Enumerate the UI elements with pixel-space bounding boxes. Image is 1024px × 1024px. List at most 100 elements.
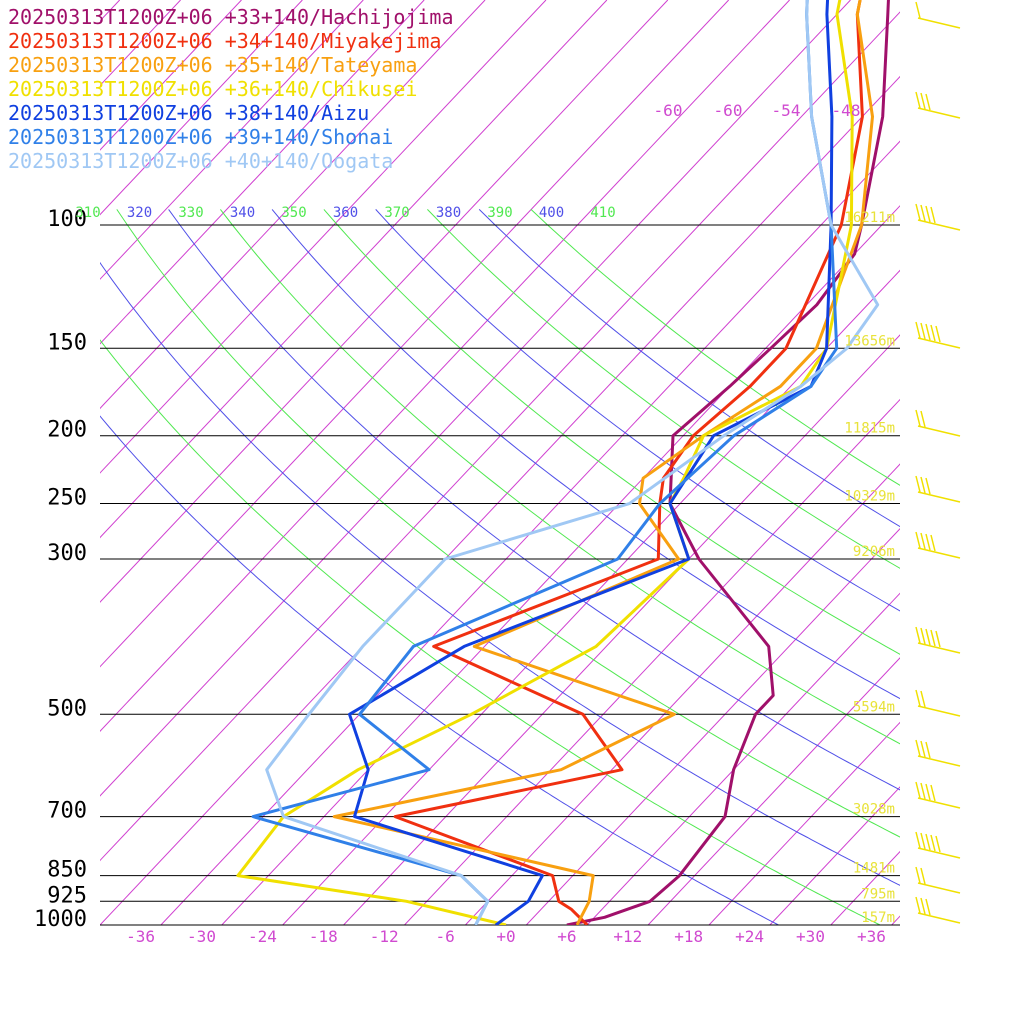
theta-label: 400 xyxy=(539,205,564,221)
wind-barb xyxy=(915,626,961,654)
isotherm-lines xyxy=(100,0,1024,925)
pressure-label: 500 xyxy=(47,696,87,721)
pressure-label: 150 xyxy=(47,330,87,355)
pressure-label: 200 xyxy=(47,418,87,443)
height-label: 795m xyxy=(861,886,895,902)
theta-curve xyxy=(100,339,882,925)
pressure-label: 100 xyxy=(47,207,87,232)
isotherm-line xyxy=(343,334,900,925)
isotherm-line xyxy=(100,0,851,797)
theta-label: 340 xyxy=(230,205,255,221)
wind-barb xyxy=(915,831,961,859)
wind-barb xyxy=(915,689,961,717)
isotherm-line xyxy=(100,75,900,925)
potential-temperature-curves xyxy=(100,209,900,925)
isotherm-line xyxy=(586,592,900,925)
isotherm-line xyxy=(100,0,790,732)
temperature-tick-label: -6 xyxy=(435,927,454,946)
temperature-tick-label: -24 xyxy=(248,927,277,946)
theta-curve xyxy=(375,209,900,612)
legend-entry: 20250313T1200Z+06 +35+140/Tateyama xyxy=(8,53,417,77)
wind-barb xyxy=(915,91,961,119)
height-label: 13656m xyxy=(844,333,895,349)
temperature-tick-label: -30 xyxy=(187,927,216,946)
theta-curve xyxy=(116,209,900,838)
isotherm-label: -60 xyxy=(654,101,683,120)
theta-curve xyxy=(323,209,900,655)
theta-curve xyxy=(100,261,900,886)
wind-barb xyxy=(915,409,961,437)
profile-line xyxy=(348,0,834,925)
pressure-label: 700 xyxy=(47,799,87,824)
theta-curve xyxy=(168,209,900,791)
temperature-tick-label: +36 xyxy=(857,927,886,946)
pressure-label: 300 xyxy=(47,541,87,566)
profile-line xyxy=(566,0,890,925)
theta-label: 370 xyxy=(384,205,409,221)
theta-curve xyxy=(100,415,780,925)
isotherm-line xyxy=(100,0,303,216)
profile-line xyxy=(393,0,864,925)
temperature-tick-label: +6 xyxy=(557,927,576,946)
temperature-tick-label: +24 xyxy=(735,927,764,946)
wind-barb xyxy=(915,1,961,29)
temperature-tick-label: +0 xyxy=(496,927,515,946)
wind-barb xyxy=(915,896,961,924)
legend-entry: 20250313T1200Z+06 +36+140/Chikusei xyxy=(8,77,417,101)
theta-label: 410 xyxy=(590,205,615,221)
wind-barb xyxy=(915,739,961,767)
theta-curve xyxy=(478,209,900,528)
isotherm-line xyxy=(891,915,900,925)
isotherm-line xyxy=(830,850,900,925)
pressure-level-lines xyxy=(100,224,900,926)
pressure-label: 1000 xyxy=(34,907,87,932)
pressure-label: 925 xyxy=(47,883,87,908)
theta-label: 310 xyxy=(75,205,100,221)
isotherm-line xyxy=(647,657,900,925)
legend-entry: 20250313T1200Z+06 +33+140/Hachijojima xyxy=(8,5,454,29)
temperature-tick-label: -36 xyxy=(126,927,155,946)
theta-label: 380 xyxy=(436,205,461,221)
temperature-tick-label: +12 xyxy=(613,927,642,946)
isotherm-line xyxy=(160,140,900,925)
isotherm-line xyxy=(282,269,900,925)
isotherm-label: -48 xyxy=(832,101,861,120)
legend: 20250313T1200Z+06 +33+140/Hachijojima202… xyxy=(8,5,454,173)
wind-barb xyxy=(915,203,961,231)
theta-curve xyxy=(427,209,900,569)
isotherm-line xyxy=(708,721,900,925)
height-label: 16211m xyxy=(844,210,895,226)
theta-label: 390 xyxy=(487,205,512,221)
pressure-label: 850 xyxy=(47,858,87,883)
height-label: 5594m xyxy=(853,699,895,715)
wind-barb xyxy=(915,475,961,503)
isotherm-line xyxy=(100,0,486,410)
temperature-tick-label: +18 xyxy=(674,927,703,946)
temperature-tick-label: -18 xyxy=(309,927,338,946)
profile-line xyxy=(265,0,880,925)
isotherm-line xyxy=(769,786,900,925)
isotherm-line xyxy=(953,0,1024,925)
legend-entry: 20250313T1200Z+06 +34+140/Miyakejima xyxy=(8,29,441,53)
wind-barb xyxy=(915,781,961,809)
theta-curve xyxy=(530,209,900,486)
theta-curve xyxy=(271,209,900,700)
wind-barbs xyxy=(915,1,961,924)
theta-label: 350 xyxy=(281,205,306,221)
wind-barb xyxy=(915,866,961,894)
height-label: 10329m xyxy=(844,489,895,505)
height-label: 9206m xyxy=(853,544,895,560)
height-label: 1481m xyxy=(853,861,895,877)
isotherm-line xyxy=(525,527,900,925)
isotherm-line xyxy=(100,0,547,474)
isotherm-label: -60 xyxy=(714,101,743,120)
theta-label: 320 xyxy=(127,205,152,221)
isotherm-line xyxy=(100,0,669,603)
pressure-label: 250 xyxy=(47,486,87,511)
legend-entry: 20250313T1200Z+06 +38+140/Aizu xyxy=(8,101,369,125)
height-label: 3028m xyxy=(853,802,895,818)
temperature-profiles xyxy=(236,0,890,925)
wind-barb xyxy=(915,531,961,559)
isotherm-line xyxy=(1014,0,1024,925)
